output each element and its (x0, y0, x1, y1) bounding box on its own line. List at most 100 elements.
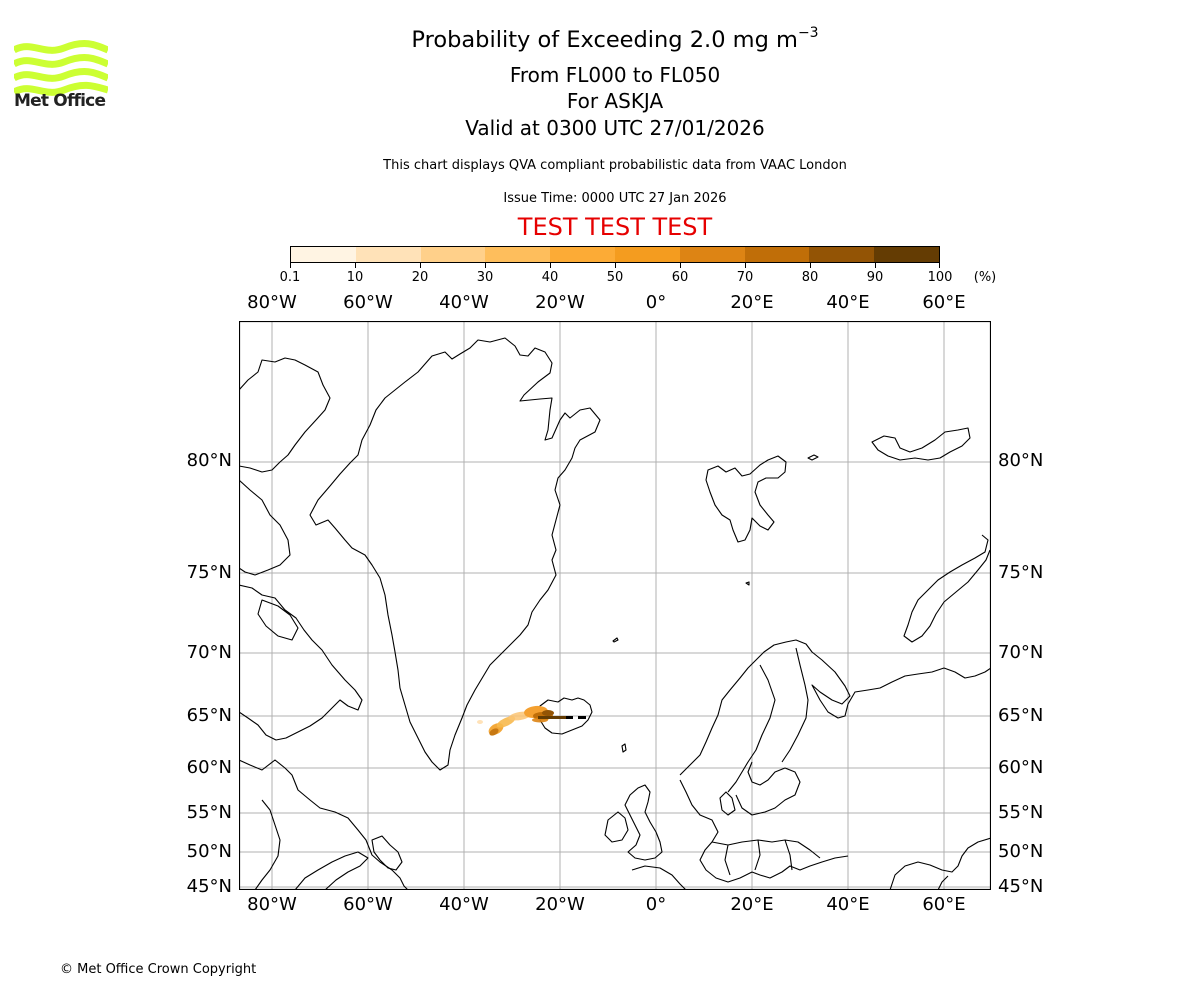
jan-mayen (612, 637, 619, 643)
lat-label-right: 70°N (998, 642, 1044, 663)
lat-label-right: 55°N (998, 802, 1044, 823)
lon-label-top: 40°E (826, 292, 870, 313)
lat-label-left: 70°N (186, 642, 232, 663)
chart-title: Probability of Exceeding 2.0 mg m−3 (0, 25, 1200, 53)
lon-label-bottom: 0° (645, 894, 667, 915)
ocean-background (239, 321, 991, 890)
lat-label-right: 80°N (998, 450, 1044, 471)
lon-label-top: 0° (645, 292, 667, 313)
devon-island (257, 599, 299, 641)
bear-island (745, 581, 750, 586)
lon-label-bottom: 60°W (343, 894, 393, 915)
lat-label-left: 55°N (186, 802, 232, 823)
colorbar-tick (615, 263, 616, 268)
lat-label-right: 60°N (998, 757, 1044, 778)
colorbar-tick (810, 263, 811, 268)
colorbar-tick-label: 90 (866, 270, 884, 285)
lon-label-top: 20°W (535, 292, 585, 313)
great-britain-coast (624, 784, 663, 861)
lat-label-left: 75°N (186, 562, 232, 583)
iceland-coast (535, 697, 593, 735)
coastlines (239, 337, 991, 890)
colorbar-tick-label: 100 (927, 270, 953, 285)
lat-label-right: 65°N (998, 705, 1044, 726)
lon-label-bottom: 20°W (535, 894, 585, 915)
colorbar-bin (809, 247, 875, 262)
denmark-coast (719, 791, 736, 816)
lat-label-left: 65°N (186, 705, 232, 726)
copyright-notice: © Met Office Crown Copyright (60, 962, 257, 977)
faroe-islands (621, 743, 627, 753)
graticule (239, 321, 991, 890)
chart-title-superscript: −3 (797, 25, 819, 41)
lon-label-top: 40°W (439, 292, 489, 313)
sweden-finland-border (727, 664, 776, 793)
caspian-coast (937, 875, 949, 890)
valid-time: Valid at 0300 UTC 27/01/2026 (465, 116, 765, 140)
lon-label-bottom: 20°E (730, 894, 774, 915)
colorbar-bin (355, 247, 421, 262)
colorbar-tick (939, 263, 940, 268)
baffin-island-coast (239, 584, 363, 741)
probability-colorbar (290, 246, 940, 263)
colorbar-tick (420, 263, 421, 268)
colorbar-tick (680, 263, 681, 268)
lon-label-bottom: 40°W (439, 894, 489, 915)
colorbar-tick-label: 30 (476, 270, 494, 285)
newfoundland-coast (371, 835, 403, 871)
map-plot-area[interactable] (239, 321, 991, 890)
finland-russia-border (781, 647, 809, 763)
lon-label-top: 20°E (730, 292, 774, 313)
chart-title-text: Probability of Exceeding 2.0 mg m (411, 27, 798, 53)
met-office-logo-icon (14, 40, 108, 96)
gulf-st-lawrence-coast (294, 851, 369, 890)
russia-coast-east (889, 837, 991, 890)
colorbar-tick-label: 80 (801, 270, 819, 285)
lat-label-left: 60°N (186, 757, 232, 778)
norway-coast (679, 639, 991, 776)
colorbar-unit-label: (%) (973, 270, 997, 285)
lat-label-right: 75°N (998, 562, 1044, 583)
ireland-coast (604, 811, 629, 843)
colorbar-tick (745, 263, 746, 268)
lat-label-right: 45°N (998, 876, 1044, 897)
franz-josef-land (871, 427, 971, 461)
colorbar-tick-label: 10 (346, 270, 364, 285)
ellesmere-coast (239, 357, 331, 473)
colorbar-tick (290, 263, 291, 268)
lat-label-right: 50°N (998, 841, 1044, 862)
central-europe-borders (711, 839, 821, 876)
colorbar-bin (874, 247, 939, 262)
lon-label-top: 80°W (247, 292, 297, 313)
lon-label-bottom: 80°W (247, 894, 297, 915)
lon-label-top: 60°E (922, 292, 966, 313)
baltic-coast (735, 761, 801, 816)
svalbard-coast (705, 455, 787, 543)
colorbar-bin (744, 247, 810, 262)
colorbar-tick-label: 60 (671, 270, 689, 285)
ash-probability-plume (477, 705, 586, 736)
colorbar-tick-label: 20 (411, 270, 429, 285)
colorbar-tick-label: 50 (606, 270, 624, 285)
colorbar-tick (355, 263, 356, 268)
north-sea-coast (679, 779, 849, 883)
colorbar-tick-label: 40 (541, 270, 559, 285)
kvitoya-island (807, 454, 819, 461)
colorbar-tick-label: 70 (736, 270, 754, 285)
test-banner: TEST TEST TEST (517, 213, 713, 241)
lat-label-left: 45°N (186, 876, 232, 897)
greenland-coast (309, 337, 601, 771)
colorbar-tick (875, 263, 876, 268)
map-border (239, 321, 991, 890)
labrador-coast (239, 759, 409, 890)
volcano-name: For ASKJA (566, 89, 664, 113)
lon-label-top: 60°W (343, 292, 393, 313)
colorbar-bin (614, 247, 680, 262)
colorbar-bin (485, 247, 551, 262)
flight-level-range: From FL000 to FL050 (509, 63, 721, 87)
issue-time: Issue Time: 0000 UTC 27 Jan 2026 (503, 191, 727, 206)
colorbar-bin (291, 247, 356, 262)
colorbar-tick (550, 263, 551, 268)
colorbar-tick (485, 263, 486, 268)
lat-label-left: 80°N (186, 450, 232, 471)
